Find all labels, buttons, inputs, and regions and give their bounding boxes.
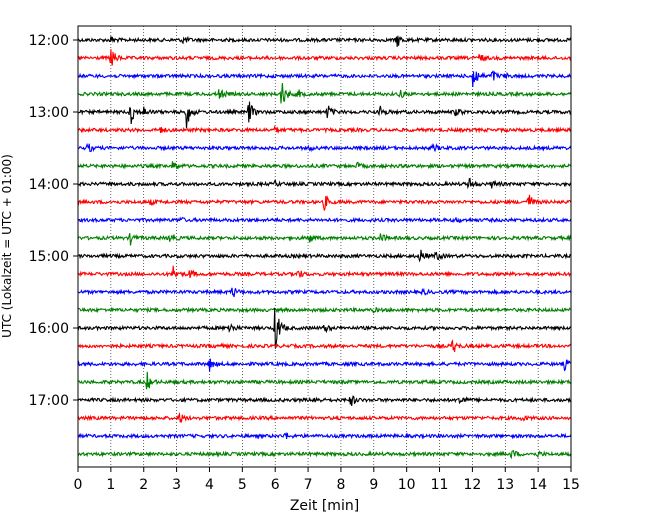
x-tick-label: 3 [172,477,181,493]
x-tick-label: 2 [139,477,148,493]
x-tick-label: 12 [463,477,481,493]
vertical-grid [110,26,539,467]
trace-1615 [77,339,572,352]
trace-1600 [77,307,572,349]
trace-1300 [77,101,572,129]
trace-1245 [77,82,572,104]
y-tick-label: 14:00 [29,177,69,193]
x-tick-label: 1 [106,477,115,493]
x-tick-label: 4 [205,477,214,493]
y-tick-label: 13:00 [29,105,69,121]
trace-1400 [77,177,572,190]
trace-1345 [77,161,572,170]
x-tick-label: 15 [562,477,580,493]
trace-1445 [77,233,572,246]
y-axis-label: UTC (Lokalzeit = UTC + 01:00) [0,154,14,338]
y-tick-label: 17:00 [29,393,69,409]
trace-1200 [77,35,572,47]
x-tick-label: 7 [304,477,313,493]
trace-1500 [77,249,572,263]
y-tick-label: 12:00 [29,33,69,49]
trace-1715 [77,411,572,424]
trace-1545 [77,306,571,314]
trace-1215 [77,49,572,66]
x-tick-label: 14 [529,477,547,493]
trace-1630 [77,358,572,372]
trace-1330 [77,142,572,153]
x-axis-label: Zeit [min] [290,498,359,514]
y-tick-label: 15:00 [29,249,69,265]
x-axis-ticks: 0 1 2 3 4 5 6 7 8 9 10 11 12 13 14 15 [74,467,580,493]
trace-1730 [77,431,572,440]
x-tick-label: 11 [431,477,449,493]
y-tick-label: 16:00 [29,321,69,337]
x-tick-label: 10 [398,477,416,493]
trace-1315 [77,124,572,135]
x-tick-label: 5 [238,477,247,493]
trace-1430 [77,216,572,224]
trace-1230 [77,70,572,88]
trace-1530 [77,287,572,298]
y-axis-ticks: 12:00 13:00 14:00 15:00 16:00 17:00 [29,33,78,409]
trace-1700 [77,395,572,406]
x-tick-label: 6 [271,477,280,493]
trace-1745 [77,449,572,460]
plot-frame [77,25,572,468]
x-tick-label: 9 [369,477,378,493]
trace-1515 [77,265,572,279]
trace-1645 [77,371,572,390]
x-tick-label: 0 [74,477,83,493]
trace-1415 [77,194,572,211]
x-tick-label: 8 [336,477,345,493]
seismic-traces [77,35,572,460]
x-tick-label: 13 [496,477,514,493]
